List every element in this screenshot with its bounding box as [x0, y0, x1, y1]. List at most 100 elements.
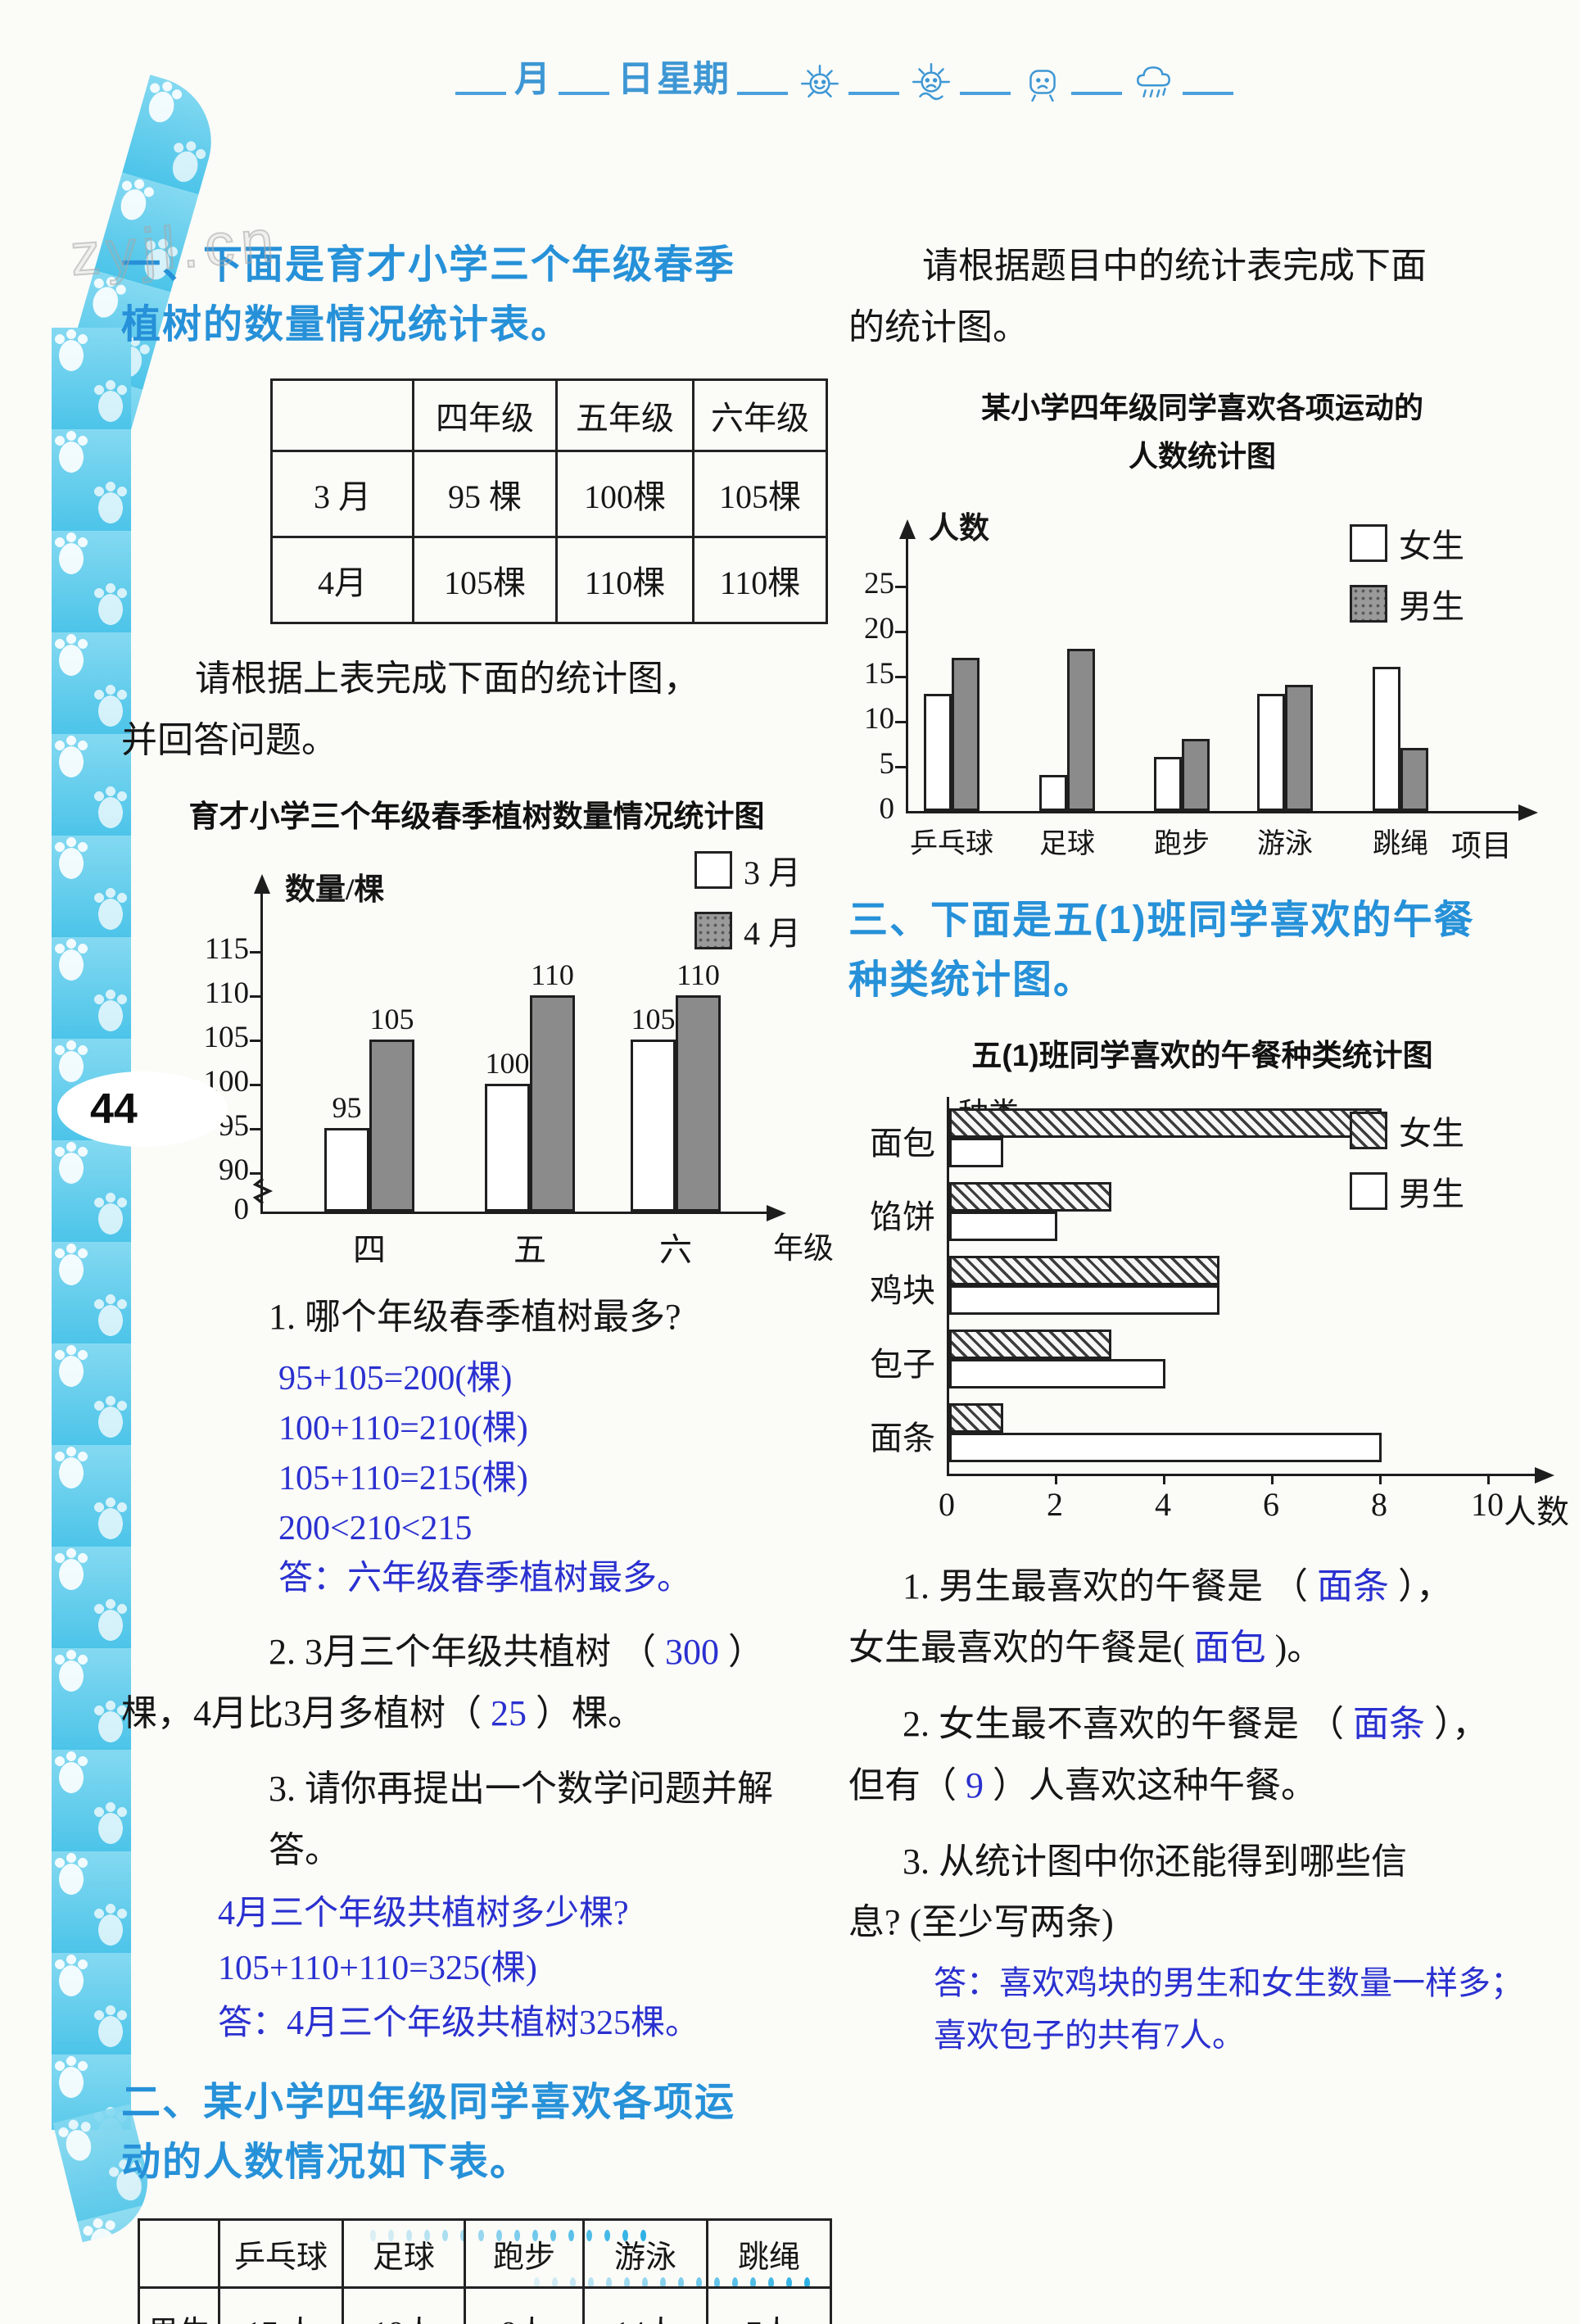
bar-value-label: 95 [332, 1090, 362, 1124]
filled-blank: 300 [665, 1631, 719, 1672]
legend-row: 4 月 [694, 907, 801, 954]
y-tick-label: 20 [864, 612, 894, 646]
category-label: 四 [353, 1230, 386, 1268]
legend: 女生男生 [1350, 519, 1464, 641]
sun-behind-cloud-icon [909, 59, 953, 103]
y-axis-line [260, 891, 263, 1212]
answer-line: 喜欢包子的共有7人。 [934, 2017, 1245, 2054]
bar-男生-馅饼 [949, 1212, 1057, 1242]
y-tick-label: 25 [864, 567, 894, 601]
legend-row: 女生 [1350, 519, 1464, 567]
x-tick-label: 0 [939, 1486, 955, 1524]
question2-text: 2. 3月三个年级共植树 （ [269, 1631, 665, 1672]
table-header-cell [270, 378, 414, 452]
table-header-cell: 跑步 [463, 2218, 586, 2290]
question-text: ）人喜欢这种午餐。 [984, 1765, 1317, 1805]
category-label: 足球 [1039, 829, 1095, 860]
tree-planting-table: 四年级 五年级 六年级 3 月 95 棵 100棵 105棵 4月 105棵 110棵 110棵 [270, 378, 832, 624]
sports-table: 乒乓球足球跑步游泳跳绳男生17 人18人8人14人7人女生13人4人6人13人1… [138, 2218, 833, 2324]
legend-swatch-男生 [1350, 1172, 1387, 1211]
section2-title-line2: 动的人数情况如下表。 [121, 2140, 532, 2184]
x-axis-line [947, 1474, 1539, 1477]
row-label-cell: 3 月 [270, 449, 414, 538]
blank-line [737, 85, 788, 95]
bar-3 月-六 [631, 1039, 676, 1212]
filled-blank: 面条 [1353, 1703, 1425, 1744]
y-tick-mark [895, 766, 906, 769]
left-strip [52, 328, 131, 2130]
category-label: 六 [659, 1230, 692, 1268]
x-axis-title: 项目 [1451, 830, 1512, 864]
table-header-cell: 乒乓球 [217, 2218, 344, 2290]
data-cell: 105棵 [692, 449, 828, 538]
section3-title-line1: 三、下面是五(1)班同学喜欢的午餐 [848, 899, 1475, 943]
category-label: 包子 [870, 1346, 935, 1384]
legend-swatch-女生 [1350, 524, 1387, 563]
section1-title-line1: 一、下面是育才小学三个年级春季 [121, 243, 736, 287]
legend-row: 男生 [1350, 580, 1464, 627]
r-question3-answers: 答：喜欢鸡块的男生和女生数量一样多； 喜欢包子的共有7人。 [934, 1957, 1556, 2062]
bar-女生-馅饼 [949, 1182, 1111, 1212]
y-tick-mark [250, 1083, 260, 1086]
table-header-cell: 足球 [341, 2218, 466, 2290]
table-header-cell: 四年级 [412, 378, 558, 452]
bar-value-label: 100 [485, 1046, 530, 1080]
question-text: 2. 女生最不喜欢的午餐是 （ [903, 1703, 1353, 1744]
data-cell: 8人 [463, 2286, 586, 2324]
bar-value-label: 105 [631, 1002, 676, 1035]
legend-label: 女生 [1399, 1115, 1464, 1153]
tree-chart-title: 育才小学三个年级春季植树数量情况统计图 [188, 799, 765, 833]
right-intro-line1: 请根据题目中的统计表完成下面 [922, 246, 1427, 286]
legend-label: 女生 [1399, 528, 1464, 565]
legend-swatch-4 月 [694, 911, 732, 949]
blank-line [455, 85, 506, 95]
bar-男生-跑步 [1182, 739, 1210, 812]
y-axis-line [947, 1097, 949, 1475]
category-label: 五 [514, 1230, 546, 1268]
bar-value-label: 110 [531, 958, 574, 991]
y-axis-arrow [899, 519, 916, 540]
blank-line [848, 85, 899, 95]
y-tick-mark [895, 676, 906, 679]
answer-line: 答：喜欢鸡块的男生和女生数量一样多； [934, 1964, 1523, 2002]
bar-3 月-五 [485, 1083, 530, 1212]
answer-line: 105+110+110=325(棵) [218, 1950, 537, 1988]
legend-label: 男生 [1399, 1176, 1464, 1213]
x-axis-title: 年级 [773, 1231, 834, 1266]
bar-男生-面条 [949, 1433, 1382, 1463]
data-cell: 14人 [582, 2286, 708, 2324]
bar-value-label: 105 [369, 1002, 414, 1035]
r-question2-line1: 2. 女生最不喜欢的午餐是 （ 面条 ）， [848, 1694, 1556, 1755]
legend: 女生 男生 [1350, 1107, 1464, 1228]
bar-男生-面包 [949, 1138, 1003, 1168]
bar-女生-包子 [949, 1330, 1111, 1360]
y-tick-label: 115 [204, 931, 249, 966]
bar-男生-乒乓球 [952, 658, 980, 812]
filled-blank: 面包 [1193, 1628, 1266, 1669]
question2-text: ）棵。 [527, 1692, 644, 1733]
table-header-cell: 六年级 [692, 378, 828, 452]
answer-line: 答：六年级春季植树最多。 [278, 1559, 692, 1597]
page-number-oval: 44 [57, 1071, 228, 1147]
tree-table: 四年级 五年级 六年级 3 月 95 棵 100棵 105棵 4月 105棵 110棵 110棵 [270, 378, 828, 624]
left-column: 一、下面是育才小学三个年级春季 植树的数量情况统计表。 四年级 五年级 六年级 3 月… [121, 236, 834, 2324]
answer-line: 200<210<215 [278, 1510, 473, 1548]
legend-swatch-3 月 [694, 850, 732, 889]
rain-cloud-icon [1132, 59, 1176, 103]
question1: 1. 哪个年级春季植树最多? [269, 1296, 681, 1337]
answer-line: 4月三个年级共植树多少棵? [218, 1894, 629, 1932]
table-header-cell [138, 2218, 220, 2290]
r-question1-line2: 女生最喜欢的午餐是( 面包 )。 [848, 1618, 1556, 1679]
axis-break [252, 1177, 274, 1204]
y-tick-label: 105 [203, 1020, 250, 1054]
x-axis-arrow [767, 1204, 786, 1221]
y-tick-mark [895, 631, 906, 634]
bar-4 月-六 [676, 994, 721, 1212]
date-weather-header: 月 日 星期 [449, 49, 1240, 105]
day-label: 日 [618, 59, 654, 99]
x-tick-mark [1163, 1474, 1165, 1485]
y-tick-label: 15 [864, 657, 894, 691]
y-axis-title: 数量/棵 [285, 872, 385, 907]
x-axis-line [906, 811, 1522, 814]
